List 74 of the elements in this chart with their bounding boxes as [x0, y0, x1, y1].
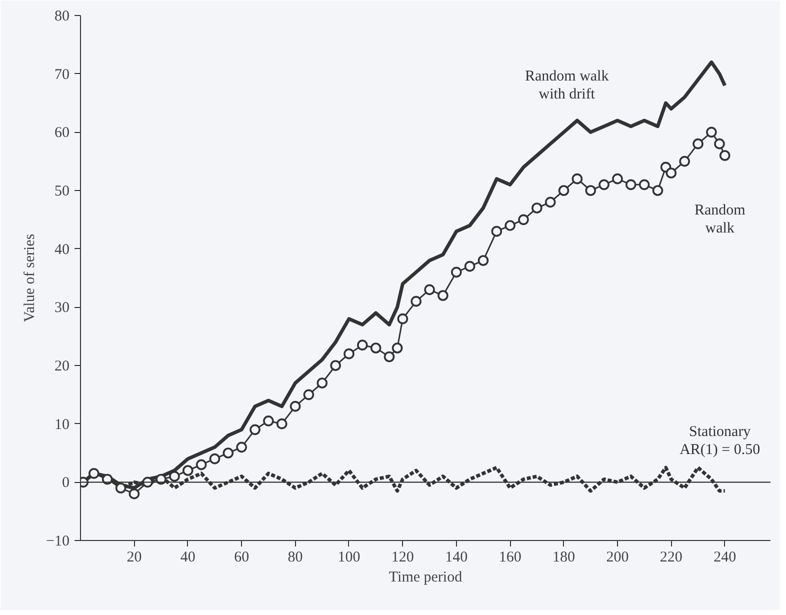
point: [128, 488, 140, 500]
point: [303, 389, 314, 400]
point: [666, 168, 677, 178]
x-tick-label: 140: [445, 550, 468, 566]
y-tick-label: 40: [54, 242, 70, 258]
y-tick-label: 50: [54, 184, 70, 200]
point: [276, 418, 288, 430]
point: [209, 453, 220, 464]
y-tick-label: 10: [54, 416, 70, 433]
point: [638, 179, 650, 190]
y-tick-label: 80: [54, 8, 70, 24]
point: [625, 179, 636, 190]
point: [438, 290, 448, 301]
point: [518, 214, 529, 226]
y-axis-title: Value of series: [22, 234, 38, 322]
point: [450, 266, 462, 278]
point: [370, 342, 382, 354]
point: [532, 202, 542, 214]
point: [572, 173, 583, 184]
point: [692, 138, 704, 150]
text: Random walk: [694, 202, 746, 236]
point: [558, 185, 570, 196]
x-tick-label: 200: [606, 550, 629, 566]
point: [250, 424, 260, 436]
point: [679, 156, 690, 167]
point: [290, 400, 301, 412]
series-label: Random walk with drift: [524, 68, 610, 102]
point: [222, 448, 234, 458]
point: [478, 255, 489, 266]
point: [491, 226, 502, 237]
series-label: Stationary AR(1) = 0.50: [680, 424, 760, 458]
x-tick-label: 20: [126, 550, 142, 566]
point: [182, 465, 194, 476]
point: [410, 296, 422, 307]
x-tick-label: 240: [714, 550, 736, 566]
point: [706, 126, 717, 138]
x-tick-label: 100: [338, 550, 360, 566]
point: [424, 284, 435, 296]
point: [652, 185, 664, 196]
x-tick-label: 40: [180, 550, 196, 566]
point: [719, 150, 730, 161]
point: [504, 220, 516, 231]
x-tick-label: 60: [234, 550, 250, 566]
point: [714, 138, 725, 150]
y-tick-label: 0: [62, 475, 70, 492]
y-tick-label: −10: [46, 534, 70, 550]
point: [357, 340, 368, 350]
y-tick-label: 20: [54, 358, 70, 374]
point: [316, 378, 328, 388]
point: [236, 442, 247, 453]
x-tick-label: 80: [288, 550, 303, 566]
point: [196, 459, 207, 470]
point: [397, 313, 408, 324]
x-tick-label: 120: [391, 550, 414, 566]
point: [612, 173, 623, 184]
y-tick-label: 30: [54, 300, 70, 316]
point: [392, 342, 403, 354]
point: [585, 185, 596, 196]
x-tick-label: 220: [660, 550, 682, 566]
point: [330, 360, 341, 371]
point: [384, 351, 395, 362]
point: [169, 470, 180, 482]
y-tick-label: 70: [54, 66, 70, 83]
point: [544, 196, 556, 208]
x-axis-title: Time period: [388, 570, 463, 586]
point: [598, 179, 610, 190]
point: [344, 348, 354, 360]
point: [263, 416, 274, 426]
y-tick-label: 60: [54, 125, 70, 142]
point: [88, 468, 100, 479]
point: [464, 260, 476, 272]
point: [115, 482, 126, 494]
x-tick-label: 160: [498, 550, 522, 566]
x-tick-label: 180: [552, 550, 576, 566]
